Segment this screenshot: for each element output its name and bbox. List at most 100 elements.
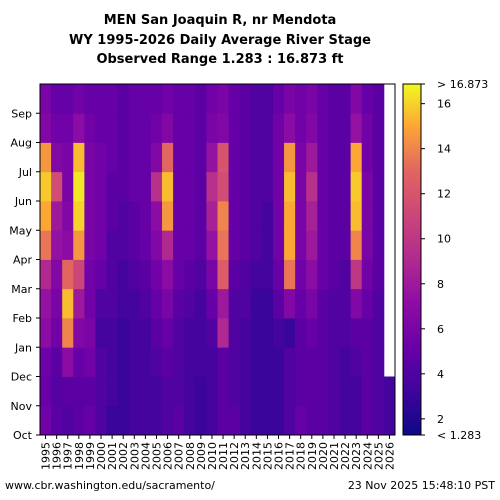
heatmap-cell-1998-aug [73,113,85,143]
heatmap-cell-2024-oct [361,405,374,436]
heatmap-cell-2013-apr [239,230,252,260]
heatmap-cell-2010-sep [206,84,218,114]
heatmap-cell-2019-apr [306,230,318,260]
heatmap-cell-2021-aug [328,113,340,143]
heatmap-cell-2017-feb [284,288,296,319]
heatmap-cell-2003-sep [128,84,141,114]
heatmap-cell-1996-oct [51,405,63,436]
heatmap-cell-1998-oct [73,405,85,436]
heatmap-cell-2023-feb [350,288,363,319]
heatmap-cell-2011-mar [217,259,229,290]
heatmap-cell-2017-jun [284,171,296,202]
heatmap-cell-2023-jan [350,318,363,348]
x-tick-label-2011: 2011 [217,442,230,470]
heatmap-cell-2019-dec [306,347,318,377]
heatmap-cell-2012-aug [228,113,241,143]
heatmap-cell-2015-feb [261,288,274,319]
heatmap-cell-2014-feb [250,288,263,319]
heatmap-cell-2022-apr [339,230,352,260]
x-tick-label-2000: 2000 [95,442,108,470]
x-tick-label-2012: 2012 [228,442,241,470]
heatmap-cell-2016-apr [272,230,285,260]
y-tick-label-dec: Dec [11,371,32,384]
heatmap-cell-1995-nov [40,376,52,407]
heatmap-cell-2020-oct [317,405,329,436]
heatmap-cell-2006-apr [162,230,174,260]
x-tick-label-2006: 2006 [162,442,175,470]
colorbar-tick-label-12: 12 [437,188,451,201]
heatmap-cell-2018-jan [295,318,307,348]
heatmap-cell-2024-nov [361,376,374,407]
heatmap-cell-2007-dec [173,347,185,377]
heatmap-cell-1998-jul [73,142,85,173]
heatmap-cell-1997-mar [62,259,74,290]
heatmap-cell-2026-nov [383,376,396,407]
x-tick-label-1999: 1999 [84,442,97,470]
heatmap-cell-2014-apr [250,230,263,260]
heatmap-cell-2000-aug [95,113,107,143]
heatmap-cell-2008-apr [184,230,196,260]
heatmap-cell-2007-oct [173,405,185,436]
heatmap-cell-2009-oct [195,405,207,436]
heatmap-cell-2007-mar [173,259,185,290]
y-tick-label-sep: Sep [11,107,32,120]
heatmap-cell-2018-jul [295,142,307,173]
heatmap-cell-2014-aug [250,113,263,143]
heatmap-cell-2010-aug [206,113,218,143]
heatmap-cell-2001-aug [106,113,119,143]
heatmap-cell-2003-nov [128,376,141,407]
heatmap-cell-2025-sep [372,84,385,114]
heatmap-cell-2006-dec [162,347,174,377]
heatmap-cell-2000-sep [95,84,107,114]
heatmap-cell-2003-dec [128,347,141,377]
x-tick-label-2019: 2019 [306,442,319,470]
heatmap-cell-2004-may [139,201,152,231]
heatmap-cell-2002-oct [117,405,130,436]
heatmap-cell-1995-oct [40,405,52,436]
heatmap-cell-2016-aug [272,113,285,143]
heatmap-cell-2000-dec [95,347,107,377]
heatmap-cell-2015-oct [261,405,274,436]
heatmap-cell-2009-sep [195,84,207,114]
heatmap-cell-2008-nov [184,376,196,407]
heatmap-cell-2016-sep [272,84,285,114]
heatmap-cell-1995-dec [40,347,52,377]
heatmap-cell-2002-jul [117,142,130,173]
heatmap-cell-2013-dec [239,347,252,377]
y-tick-label-jun: Jun [14,195,32,208]
heatmap-cell-2021-jul [328,142,340,173]
heatmap-cell-1997-jul [62,142,74,173]
heatmap-cell-2023-nov [350,376,363,407]
heatmap-cell-2006-jun [162,171,174,202]
heatmap-cell-2017-sep [284,84,296,114]
heatmap-cell-2019-jul [306,142,318,173]
heatmap-cell-2007-may [173,201,185,231]
heatmap-cell-2004-dec [139,347,152,377]
heatmap-cell-2012-jul [228,142,241,173]
heatmap-cell-2016-mar [272,259,285,290]
heatmap-cell-2013-jun [239,171,252,202]
heatmap-cell-2011-aug [217,113,229,143]
heatmap-cell-2012-jan [228,318,241,348]
heatmap-cell-2016-dec [272,347,285,377]
heatmap-cell-2000-nov [95,376,107,407]
heatmap-cell-2006-aug [162,113,174,143]
heatmap-cell-2014-jun [250,171,263,202]
heatmap-cell-2023-sep [350,84,363,114]
heatmap-cell-2017-may [284,201,296,231]
heatmap-cell-1995-may [40,201,52,231]
heatmap-cell-2011-apr [217,230,229,260]
heatmap-cell-1999-oct [84,405,96,436]
heatmap-cell-2015-may [261,201,274,231]
heatmap-cell-2021-feb [328,288,340,319]
heatmap-cell-2000-jan [95,318,107,348]
footer-source-url[interactable]: www.cbr.washington.edu/sacramento/ [5,479,215,492]
heatmap-cell-2012-nov [228,376,241,407]
heatmap-cell-2003-may [128,201,141,231]
heatmap-cell-2008-mar [184,259,196,290]
heatmap-cell-2008-sep [184,84,196,114]
y-tick-label-aug: Aug [11,137,32,150]
heatmap-cell-2005-may [150,201,163,231]
heatmap-cell-1996-apr [51,230,63,260]
heatmap-cell-1996-aug [51,113,63,143]
